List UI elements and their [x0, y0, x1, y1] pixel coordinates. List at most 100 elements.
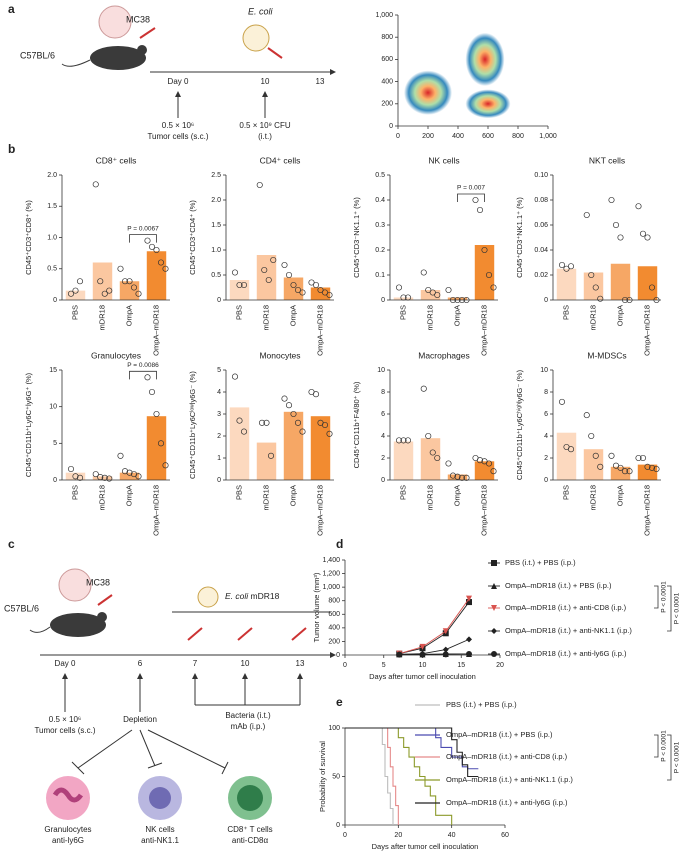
x-tick-label: OmpA — [124, 485, 133, 506]
panel-label: c — [8, 537, 15, 551]
data-point — [626, 468, 633, 475]
y-tick-label: 1,200 — [322, 570, 340, 577]
y-tick-label: 0 — [381, 477, 385, 484]
x-tick-label: 200 — [422, 133, 434, 140]
x-tick-label: OmpA — [452, 305, 461, 326]
marker — [442, 651, 449, 658]
data-point — [121, 468, 129, 475]
day-label: 13 — [296, 659, 305, 668]
data-point — [236, 281, 243, 289]
data-point — [270, 256, 277, 264]
y-tick-label: 15 — [49, 367, 57, 374]
y-tick-label: 0.5 — [47, 266, 57, 273]
data-point — [567, 446, 575, 453]
data-point — [425, 432, 432, 440]
marker — [419, 643, 426, 650]
y-tick-label: 600 — [381, 56, 393, 63]
data-point — [608, 452, 615, 459]
data-point — [621, 468, 629, 475]
marker — [419, 651, 426, 658]
y-axis-label: CD45⁺CD3⁺CD4⁺ (%) — [188, 200, 197, 275]
data-point — [308, 279, 315, 286]
data-point — [265, 276, 272, 284]
series-line — [399, 601, 470, 655]
bar — [393, 441, 414, 480]
x-tick-label: mDR18 — [261, 485, 270, 510]
x-tick-label: 40 — [448, 832, 456, 839]
marker — [466, 599, 472, 606]
data-point — [563, 265, 570, 272]
data-point — [263, 419, 270, 426]
y-tick-label: 200 — [381, 101, 393, 108]
y-tick-label: 0 — [53, 297, 57, 304]
y-axis-label: CD45⁺CD11b⁺Ly6Cˡᵒʷly6G⁻ (%) — [188, 371, 197, 479]
data-point — [117, 452, 124, 459]
y-tick-label: 5 — [217, 367, 221, 374]
bar — [310, 287, 331, 300]
y-tick-label: 50 — [332, 773, 340, 780]
data-point — [281, 261, 288, 269]
bar — [637, 266, 658, 300]
y-tick-label: 0 — [217, 477, 221, 484]
y-axis-label: CD45⁺CD11b⁺F4/80⁺ (%) — [352, 381, 361, 468]
x-tick-label: OmpA — [124, 305, 133, 326]
data-point — [130, 284, 138, 291]
data-point — [326, 291, 333, 299]
bar — [556, 432, 577, 480]
data-point — [157, 440, 165, 447]
y-tick-label: 6 — [544, 411, 548, 418]
data-point — [635, 203, 642, 210]
x-tick-label: OmpA–mDR18 — [642, 485, 651, 536]
chart-title: M-MDSCs — [587, 350, 626, 360]
scheme-a: MC38 C57BL/6 E. coli Day 0 10 13 0.5 × 1… — [20, 5, 336, 141]
data-point — [317, 286, 324, 294]
cell-dish — [98, 5, 132, 39]
data-point — [153, 410, 160, 418]
data-point — [312, 281, 320, 289]
data-point — [256, 181, 263, 189]
x-tick-label: 60 — [501, 832, 509, 839]
bar — [637, 464, 658, 480]
data-point — [135, 473, 142, 480]
significance-bracket — [667, 585, 672, 632]
bar — [393, 297, 414, 300]
syringe — [187, 627, 203, 641]
y-tick-label: 0 — [544, 477, 548, 484]
legend-marker — [491, 583, 497, 589]
bar — [256, 442, 277, 480]
cell-name: CD8⁺ T cells — [227, 825, 272, 834]
data-point — [454, 473, 461, 480]
y-tick-label: 0.02 — [534, 272, 548, 279]
data-point — [420, 269, 427, 276]
data-point — [476, 457, 484, 464]
chart-title: Macrophages — [418, 350, 470, 360]
depletion: Depletion — [123, 715, 157, 724]
y-tick-label: 600 — [328, 611, 340, 618]
cell-dish — [58, 568, 92, 602]
data-point — [583, 412, 590, 419]
x-tick-label: PBS — [561, 305, 570, 320]
y-tick-label: 3 — [217, 411, 221, 418]
y-tick-label: 0.10 — [534, 172, 548, 179]
day-label: Day 0 — [55, 659, 76, 668]
y-tick-label: 0 — [336, 822, 340, 829]
data-point — [72, 473, 79, 480]
y-tick-label: 1.0 — [47, 234, 57, 241]
marker — [396, 651, 403, 658]
data-point — [117, 265, 124, 272]
data-point — [429, 449, 436, 456]
y-tick-label: 1,000 — [375, 12, 393, 19]
y-tick-label: 0 — [217, 297, 221, 304]
data-point — [648, 284, 656, 291]
treatment: Bacteria (i.t.) — [225, 711, 271, 720]
data-point — [126, 278, 133, 285]
inhibition — [139, 729, 163, 769]
panel-label: b — [8, 142, 15, 156]
y-tick-label: 100 — [328, 725, 340, 732]
y-tick-label: 10 — [377, 367, 385, 374]
data-point — [261, 266, 268, 274]
x-tick-label: OmpA–mDR18 — [315, 305, 324, 356]
bar — [283, 411, 304, 480]
y-axis-label: Probability of survival — [318, 741, 327, 812]
inhibition — [71, 729, 133, 775]
